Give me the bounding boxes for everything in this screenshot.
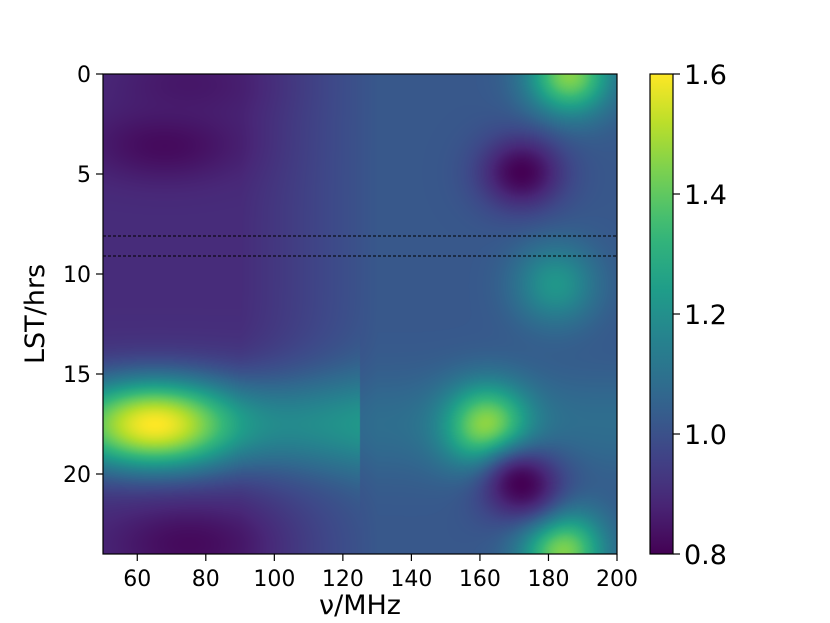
colorbar: 0.8 1.0 1.2 1.4 1.6 [649,60,727,571]
x-tick-label: 100 [253,567,295,592]
y-tick-label: 0 [77,63,91,88]
y-tick-label: 10 [63,263,91,288]
x-tick-label: 140 [390,567,432,592]
x-tick-label: 200 [596,567,638,592]
x-tick-label: 60 [123,567,151,592]
y-axis: 0 5 10 15 20 [63,63,103,488]
x-tick-label: 80 [192,567,220,592]
y-tick-label: 5 [77,163,91,188]
colorbar-tick-label: 1.2 [684,300,727,331]
reference-lines [103,235,617,257]
heatmap-area [103,74,617,554]
plot-frame [102,73,618,555]
y-tick-label: 20 [63,463,91,488]
colorbar-tick-label: 0.8 [684,540,727,571]
heatmap-image [103,74,617,554]
colorbar-tick-label: 1.0 [684,420,727,451]
colorbar-gradient [649,73,674,555]
y-axis-label: LST/hrs [20,264,51,364]
x-axis: 60 80 100 120 140 160 180 200 [123,554,638,592]
colorbar-tick-label: 1.4 [684,180,727,211]
colorbar-tick-label: 1.6 [684,60,727,91]
x-axis-label: ν/MHz [319,590,401,621]
x-tick-label: 180 [527,567,569,592]
x-tick-label: 160 [459,567,501,592]
y-tick-label: 15 [63,363,91,388]
x-tick-label: 120 [322,567,364,592]
